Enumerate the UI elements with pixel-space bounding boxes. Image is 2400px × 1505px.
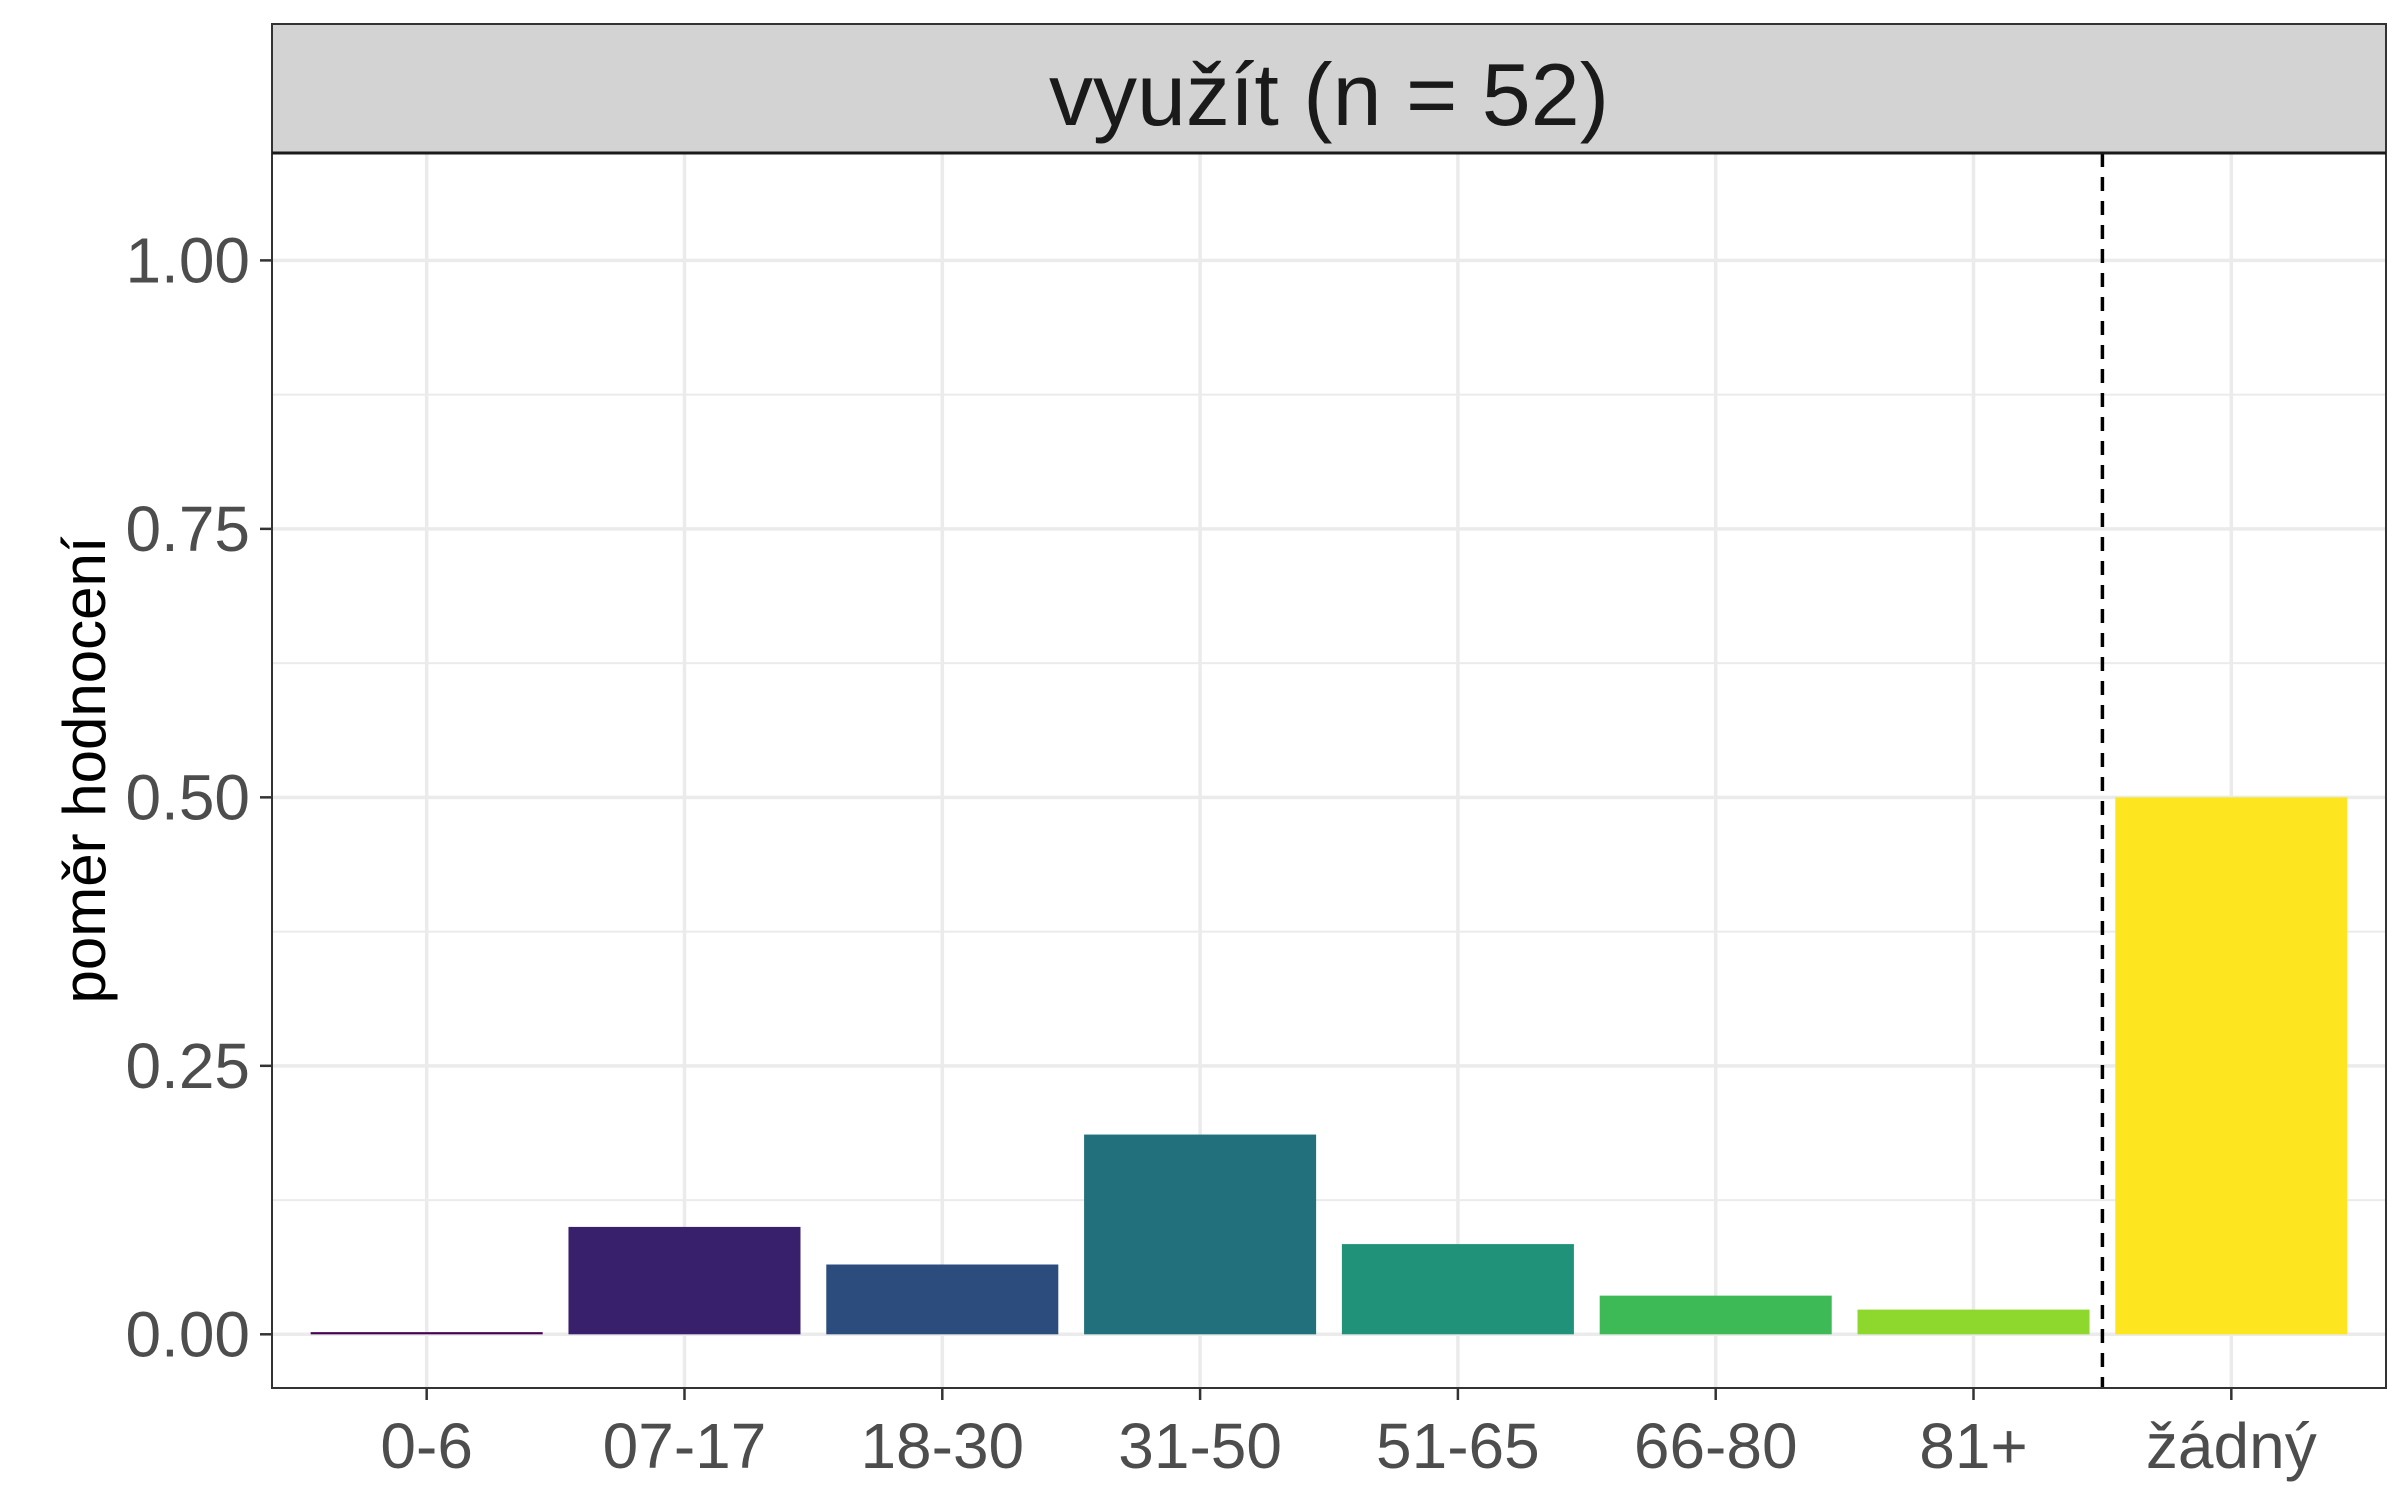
x-tick-label: 66-80: [1634, 1410, 1798, 1482]
x-tick-label: 0-6: [380, 1410, 473, 1482]
x-tick-label: žádný: [2146, 1410, 2317, 1482]
plot-panel: [272, 153, 2386, 1388]
y-axis: 0.00 0.25 0.50 0.75 1.00: [125, 224, 272, 1370]
x-axis: 0-6 07-17 18-30 31-50 51-65 66-80 81+ žádný: [380, 1388, 2317, 1482]
bar: [310, 1332, 543, 1335]
bar: [1599, 1295, 1832, 1335]
bar: [1084, 1134, 1317, 1335]
y-tick-label: 1.00: [125, 224, 250, 296]
bar: [2115, 797, 2348, 1335]
y-axis-title: poměr hodnocení: [51, 536, 118, 1003]
y-tick-label: 0.50: [125, 761, 250, 833]
bar: [1857, 1309, 2090, 1335]
x-tick-label: 51-65: [1376, 1410, 1540, 1482]
grid-layer: [272, 153, 2386, 1388]
x-tick-label: 07-17: [603, 1410, 767, 1482]
y-tick-label: 0.25: [125, 1030, 250, 1102]
y-tick-label: 0.00: [125, 1298, 250, 1370]
bar: [1341, 1244, 1574, 1335]
facet-title: využít (n = 52): [1049, 45, 1609, 144]
y-tick-label: 0.75: [125, 493, 250, 565]
bar: [568, 1226, 801, 1335]
facet-strip: [271, 23, 2387, 154]
bar: [826, 1264, 1059, 1335]
x-tick-label: 81+: [1919, 1410, 2028, 1482]
bar-layer: [310, 797, 2348, 1335]
x-tick-label: 31-50: [1118, 1410, 1282, 1482]
x-tick-label: 18-30: [860, 1410, 1024, 1482]
